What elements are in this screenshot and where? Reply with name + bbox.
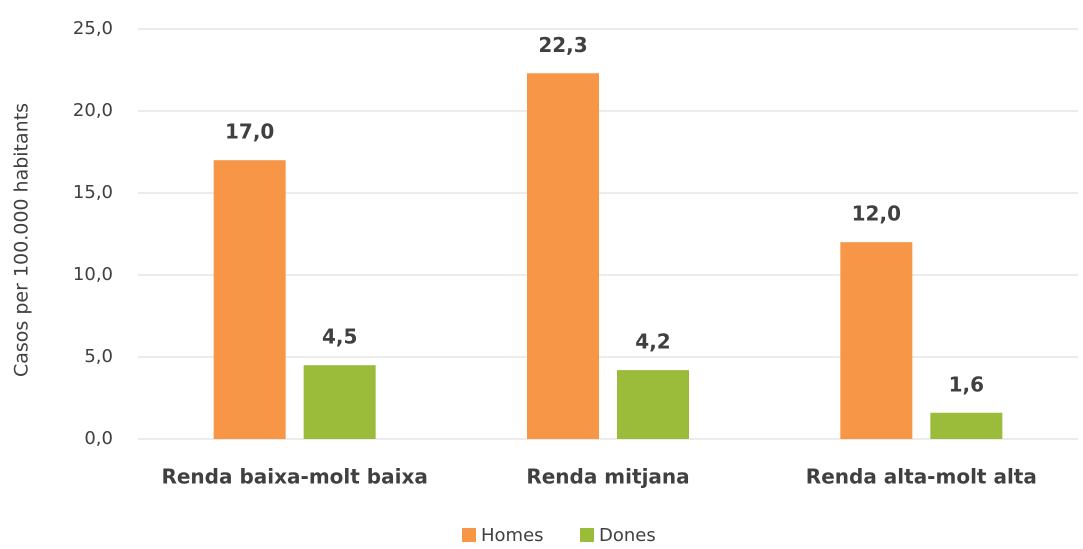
y-tick-label: 15,0 <box>73 182 113 203</box>
value-label: 12,0 <box>852 202 901 226</box>
value-label: 4,2 <box>635 330 670 354</box>
bar <box>840 242 913 439</box>
y-tick-label: 5,0 <box>84 346 113 367</box>
y-tick-label: 25,0 <box>73 18 113 39</box>
bar <box>213 160 286 439</box>
y-tick-label: 0,0 <box>84 428 113 449</box>
legend-label: Dones <box>599 525 656 545</box>
bar <box>617 370 689 439</box>
legend-label: Homes <box>481 525 544 545</box>
value-label: 1,6 <box>949 372 984 396</box>
x-tick-label: Renda mitjana <box>526 465 689 489</box>
value-label: 22,3 <box>538 33 587 57</box>
legend-swatch <box>580 528 594 542</box>
y-axis-label: Casos per 100.000 habitants <box>11 103 33 377</box>
y-tick-label: 20,0 <box>73 100 113 121</box>
value-label: 4,5 <box>322 325 357 349</box>
bar <box>303 365 376 439</box>
value-label: 17,0 <box>225 120 274 144</box>
x-tick-label: Renda alta-molt alta <box>806 465 1037 489</box>
x-tick-label: Renda baixa-molt baixa <box>161 465 427 489</box>
bar <box>527 73 599 439</box>
y-tick-label: 10,0 <box>73 264 113 285</box>
bar <box>930 412 1003 439</box>
legend-swatch <box>462 528 476 542</box>
